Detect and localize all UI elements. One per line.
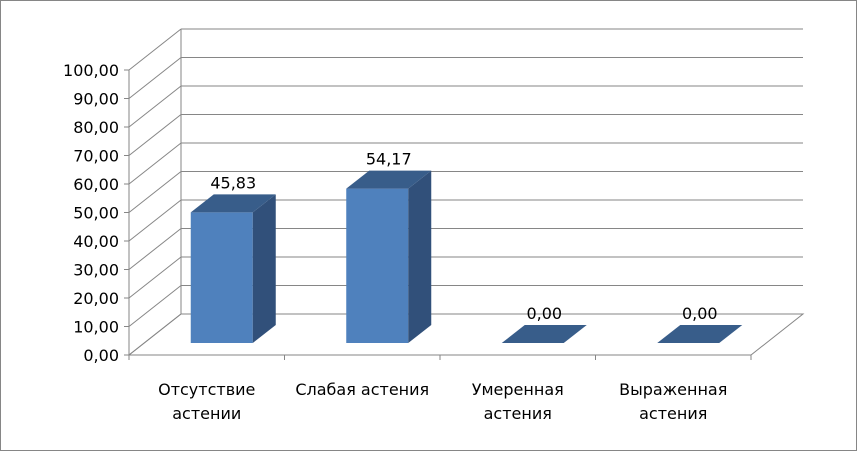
bar-top [190,194,276,213]
bar-side [408,170,432,343]
bar [346,170,432,343]
x-tick-label: Слабая астения [295,380,429,399]
y-tick-label: 50,00 [73,204,119,223]
gridline-side [128,171,182,213]
x-tick-label: Выраженная астения [619,380,727,423]
gridline-side [128,256,182,299]
gridline-side [128,228,182,270]
gridline-side [128,85,182,128]
y-tick-label: 0,00 [83,346,119,365]
y-tick-label: 70,00 [73,147,119,166]
y-tick-label: 30,00 [73,261,119,280]
data-label: 0,00 [682,304,718,323]
x-tick-label: Умеренная астения [472,380,564,423]
bar-top [346,170,432,189]
bar-top [657,325,743,343]
y-tick-label: 90,00 [73,90,119,109]
data-label: 54,17 [366,150,412,169]
data-label: 45,83 [210,173,256,192]
y-tick-label: 40,00 [73,232,119,251]
gridline-side [128,57,182,99]
bar [501,325,587,343]
gridline-side [128,199,182,242]
gridline-side [128,285,182,327]
gridline-side [128,28,182,71]
y-tick-label: 80,00 [73,118,119,137]
x-axis: Отсутствие астении Слабая астения Умеренная… [128,354,752,423]
y-tick-label: 100,00 [63,61,119,80]
bar-front [346,188,409,343]
data-labels: 45,83 54,17 0,00 0,00 [210,150,717,323]
bar-side [252,194,276,343]
bar-front [190,212,253,343]
y-axis: 0,00 10,00 20,00 30,00 40,00 50,00 60,00 70,00 8… [63,61,130,365]
gridline-side [128,313,182,356]
bar-top [501,325,587,343]
y-tick-label: 20,00 [73,289,119,308]
gridlines [128,28,803,356]
y-tick-label: 10,00 [73,318,119,337]
bar [657,325,743,343]
gridline-side [128,142,182,185]
gridline-side [128,114,182,156]
y-tick-label: 60,00 [73,175,119,194]
bar [190,194,276,343]
bars [190,170,743,343]
x-tick-label: Отсутствие астении [158,380,255,423]
data-label: 0,00 [526,304,562,323]
